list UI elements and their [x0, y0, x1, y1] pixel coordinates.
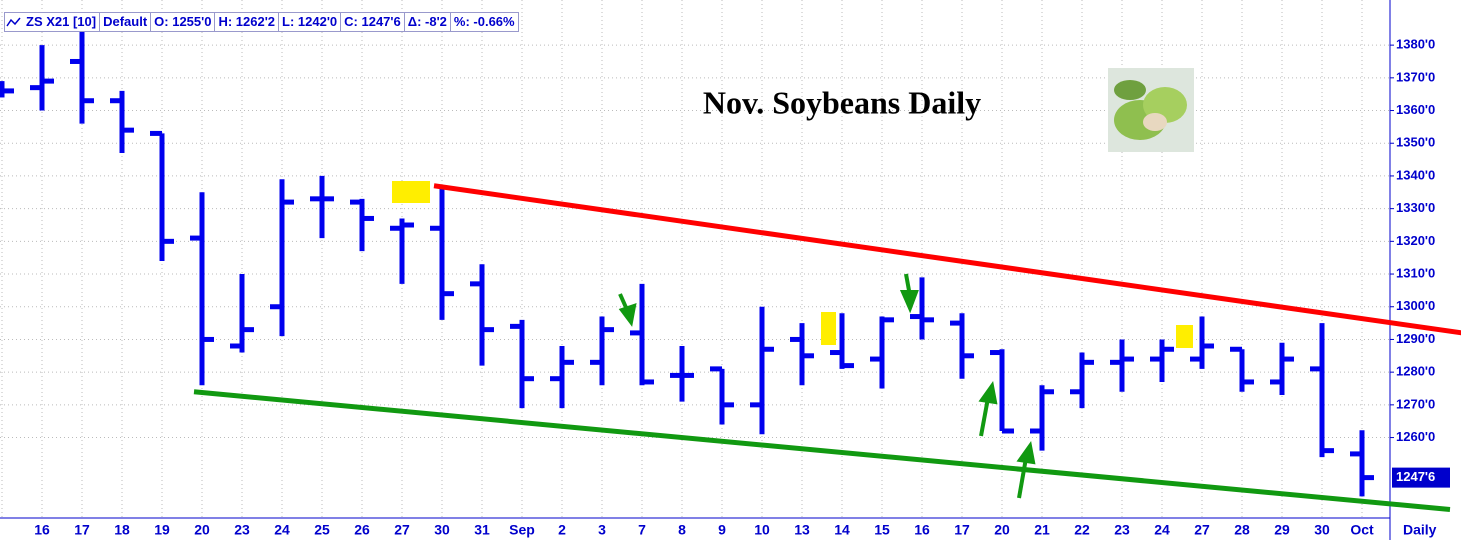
x-tick-label: 8 [678, 522, 686, 538]
y-tick-label: 1280'0 [1396, 364, 1435, 379]
y-tick-label: 1270'0 [1396, 396, 1435, 411]
y-tick-label: 1350'0 [1396, 135, 1435, 150]
trendline [434, 186, 1461, 333]
y-tick-label: 1300'0 [1396, 298, 1435, 313]
header-item: Default [99, 13, 150, 31]
header-item: ZS X21 [10] [23, 13, 99, 31]
x-tick-label: 20 [194, 522, 210, 538]
x-tick-label: 29 [1274, 522, 1290, 538]
x-tick-label: 26 [354, 522, 370, 538]
chart-title: Nov. Soybeans Daily [703, 84, 981, 120]
x-tick-label: 18 [114, 522, 130, 538]
x-tick-label: 20 [994, 522, 1010, 538]
page: Nov. Soybeans Daily Daily 1260'0 1270'0 12… [0, 0, 1461, 540]
x-tick-label: 16 [914, 522, 930, 538]
x-tick-label: 31 [474, 522, 490, 538]
x-tick-label: 30 [1314, 522, 1330, 538]
y-tick-label: 1320'0 [1396, 233, 1435, 248]
header-item: %: -0.66% [450, 13, 518, 31]
x-tick-label: 30 [434, 522, 450, 538]
x-tick-label: 9 [718, 522, 726, 538]
x-tick-label: 23 [234, 522, 250, 538]
y-tick-label: 1310'0 [1396, 265, 1435, 280]
x-tick-label: 23 [1114, 522, 1130, 538]
y-tick-label: 1370'0 [1396, 69, 1435, 84]
y-tick-label: 1360'0 [1396, 102, 1435, 117]
x-tick-label: 7 [638, 522, 646, 538]
header-item: H: 1262'2 [214, 13, 278, 31]
annotations [392, 181, 1193, 348]
x-tick-label: 14 [834, 522, 850, 538]
last-price-label: 1247'6 [1396, 469, 1435, 484]
x-tick-label: 27 [394, 522, 410, 538]
header-item: L: 1242'0 [278, 13, 340, 31]
x-tick-label: 22 [1074, 522, 1090, 538]
period-label: Daily [1403, 522, 1437, 538]
x-tick-label: 24 [1154, 522, 1170, 538]
trendline [194, 392, 1450, 510]
x-tick-label: 2 [558, 522, 566, 538]
x-tick-label: 10 [754, 522, 770, 538]
chart-icon [5, 15, 23, 29]
x-tick-label: 27 [1194, 522, 1210, 538]
x-tick-label: 24 [274, 522, 290, 538]
soybean-icon [1108, 68, 1194, 152]
x-tick-label: Sep [509, 522, 535, 538]
x-tick-label: 3 [598, 522, 606, 538]
chart: Nov. Soybeans Daily Daily 1260'0 1270'0 12… [0, 0, 1461, 540]
header-item: Δ: -8'2 [404, 13, 450, 31]
y-tick-label: 1260'0 [1396, 429, 1435, 444]
header-item: C: 1247'6 [340, 13, 404, 31]
x-tick-label: 28 [1234, 522, 1250, 538]
y-tick-label: 1380'0 [1396, 37, 1435, 52]
x-tick-label: 15 [874, 522, 890, 538]
x-tick-label: 25 [314, 522, 330, 538]
x-tick-label: 19 [154, 522, 170, 538]
x-tick-label: 17 [74, 522, 90, 538]
y-tick-label: 1290'0 [1396, 331, 1435, 346]
header-item: O: 1255'0 [150, 13, 214, 31]
y-tick-label: 1330'0 [1396, 200, 1435, 215]
x-tick-label: 16 [34, 522, 50, 538]
x-tick-label: 17 [954, 522, 970, 538]
x-tick-label: 13 [794, 522, 810, 538]
y-tick-label: 1340'0 [1396, 167, 1435, 182]
x-tick-label: 21 [1034, 522, 1050, 538]
x-tick-label: Oct [1350, 522, 1374, 538]
